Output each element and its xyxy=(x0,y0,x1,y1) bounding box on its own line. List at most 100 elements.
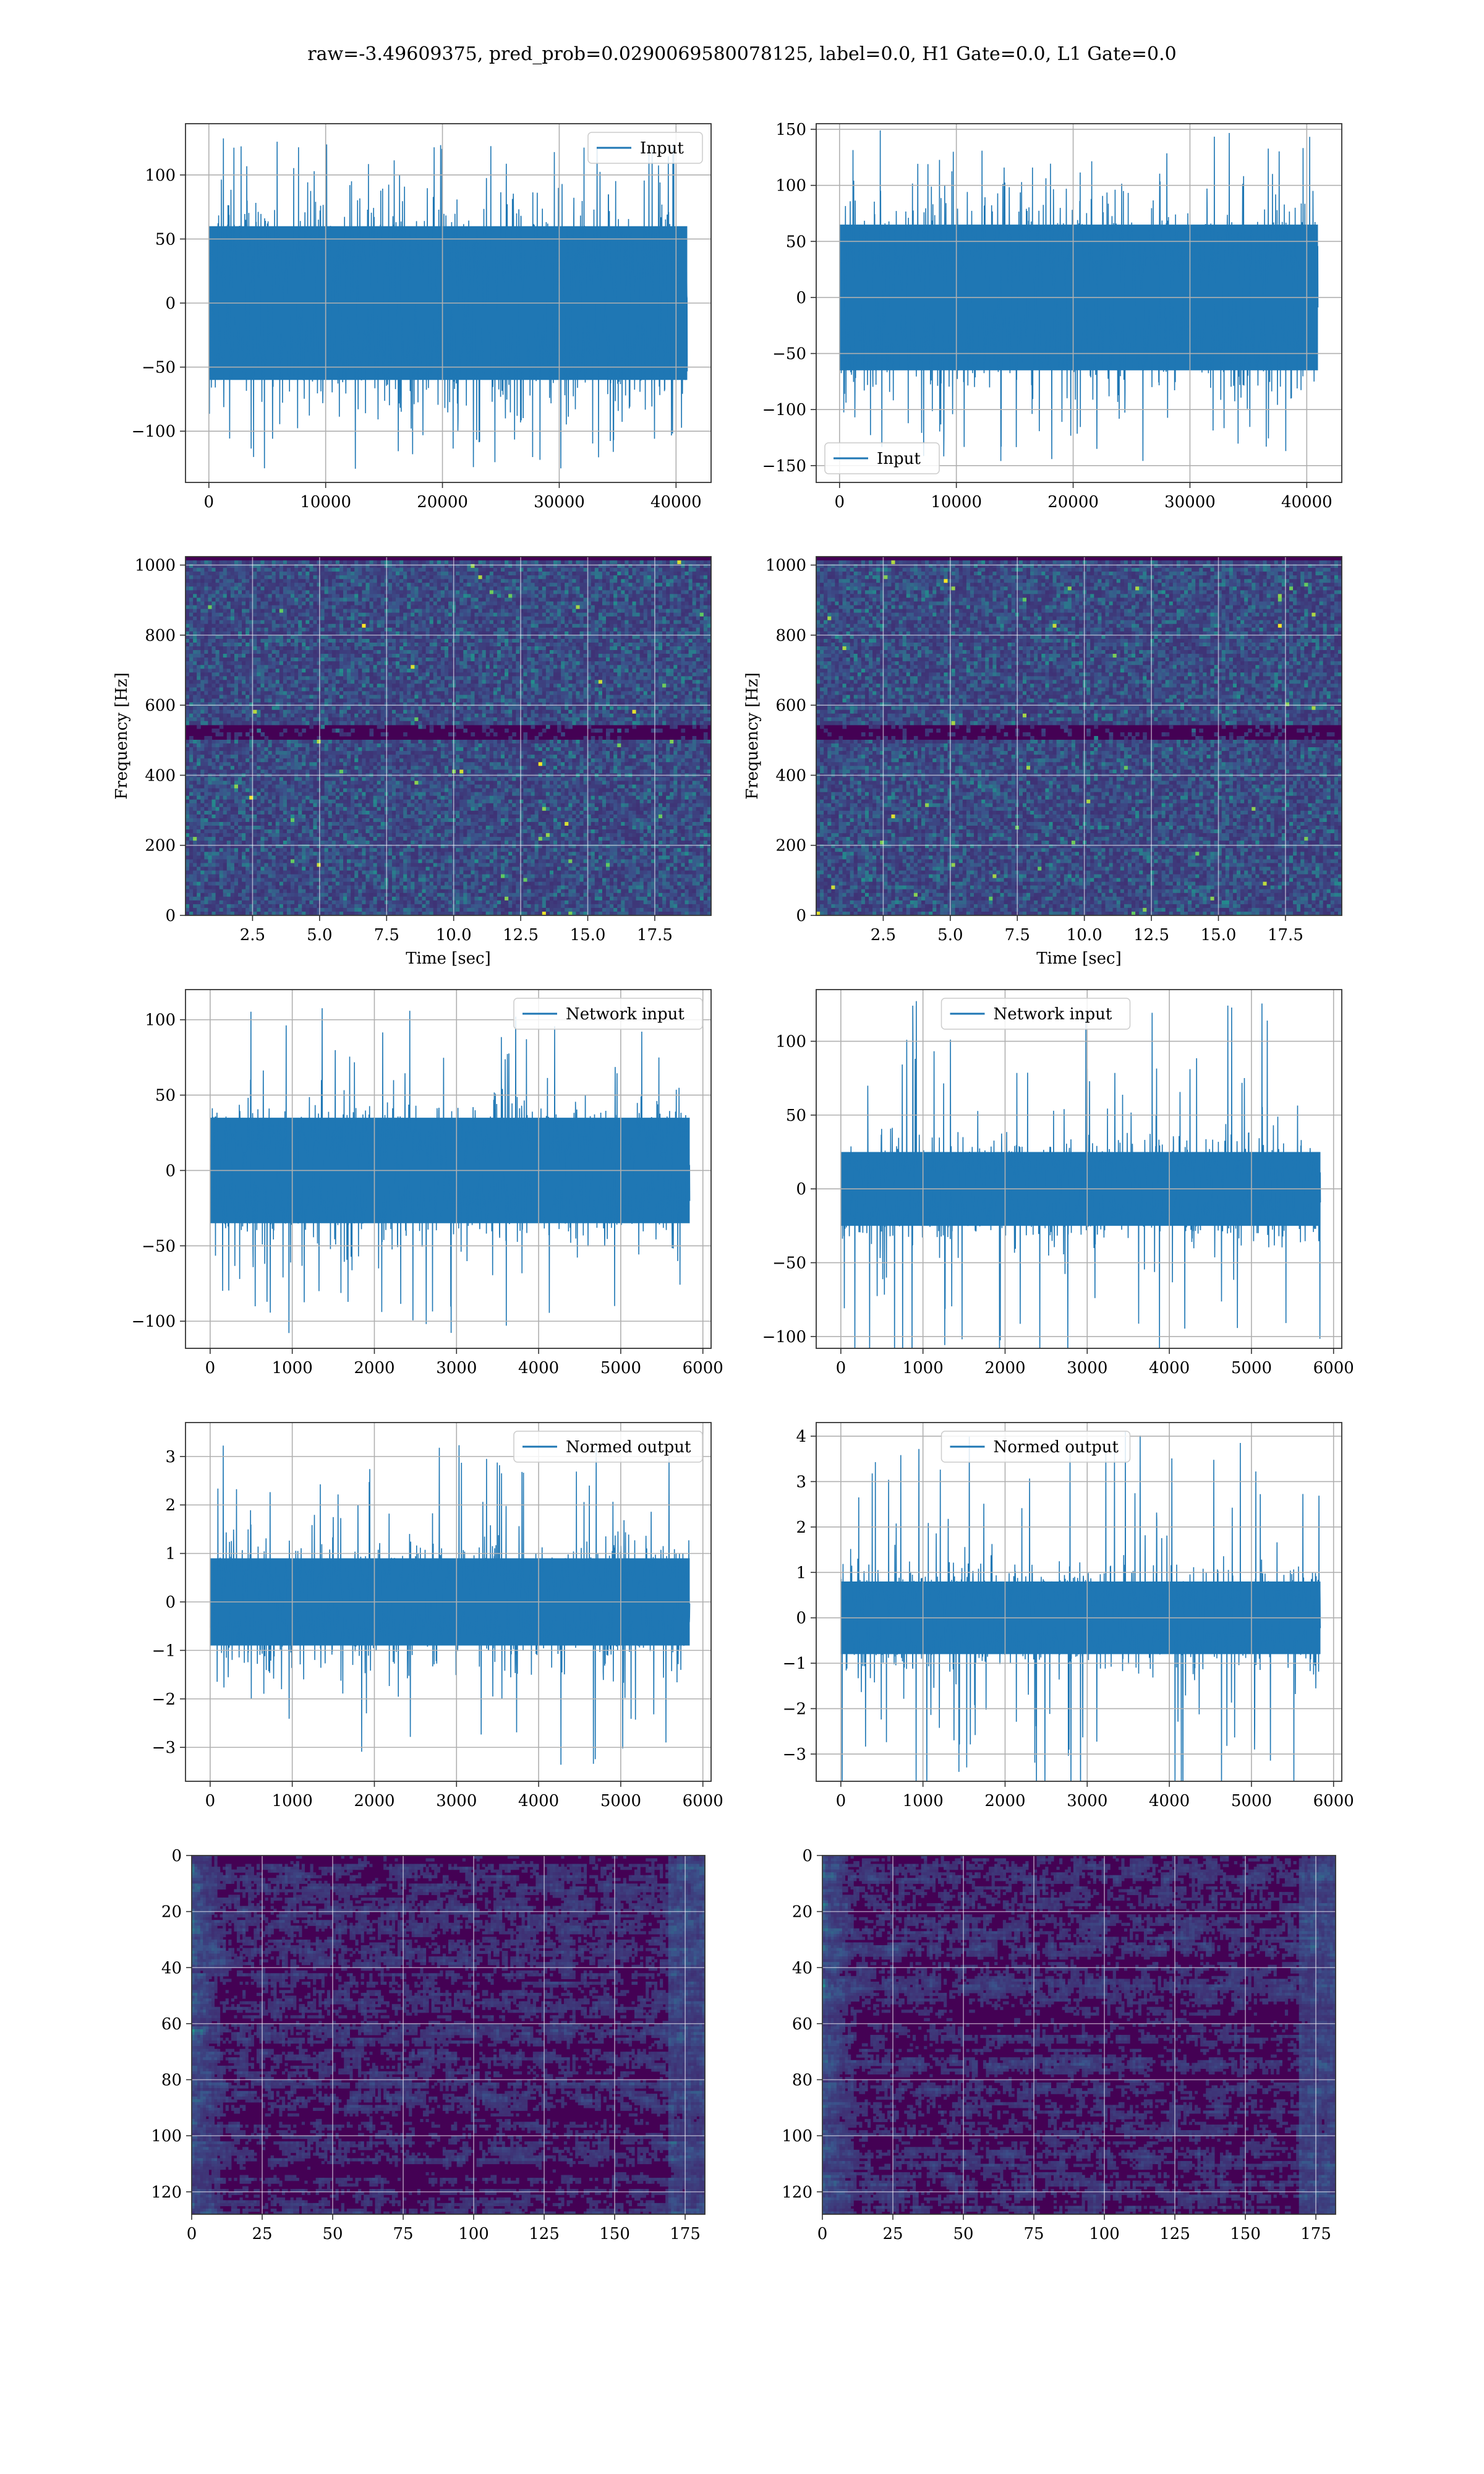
heatmap-cell xyxy=(324,661,329,666)
heatmap-cell xyxy=(538,669,543,673)
heatmap-cell xyxy=(339,605,344,610)
heatmap-cell xyxy=(324,646,329,651)
heatmap-cell xyxy=(437,687,441,692)
heatmap-cell xyxy=(309,672,314,677)
heatmap-cell xyxy=(493,609,498,614)
heatmap-cell xyxy=(234,623,239,628)
heatmap-row xyxy=(186,676,711,680)
heatmap-cell xyxy=(365,620,370,625)
heatmap-cell xyxy=(501,597,505,602)
heatmap-cell xyxy=(279,635,284,640)
heatmap-cell xyxy=(591,568,595,572)
heatmap-cell xyxy=(440,620,445,625)
heatmap-cell xyxy=(433,680,438,685)
heatmap-cell xyxy=(482,631,487,636)
heatmap-cell xyxy=(298,609,302,614)
heatmap-cell xyxy=(320,646,325,651)
heatmap-cell xyxy=(583,612,588,617)
heatmap-cell xyxy=(294,609,299,614)
heatmap-cell xyxy=(268,638,273,643)
heatmap-cell xyxy=(440,571,445,576)
heatmap-cell xyxy=(572,612,577,617)
heatmap-cell xyxy=(347,590,351,595)
heatmap-row xyxy=(186,669,711,673)
heatmap-cell xyxy=(223,631,228,636)
heatmap-cell xyxy=(531,597,535,602)
heatmap-cell xyxy=(234,687,239,692)
heatmap-cell xyxy=(354,635,359,640)
heatmap-cell xyxy=(654,683,659,688)
heatmap-cell xyxy=(594,657,599,662)
heatmap-cell xyxy=(636,650,641,654)
heatmap-cell xyxy=(673,631,678,636)
heatmap-cell xyxy=(362,646,367,651)
heatmap-cell xyxy=(309,657,314,662)
heatmap-cell xyxy=(478,620,483,625)
heatmap-cell xyxy=(440,646,445,651)
heatmap-cell xyxy=(692,657,697,662)
heatmap-cell xyxy=(320,583,325,587)
heatmap-cell xyxy=(425,661,430,666)
heatmap-cell xyxy=(189,631,194,636)
heatmap-cell xyxy=(440,635,445,640)
heatmap-cell xyxy=(448,669,453,673)
heatmap-cell xyxy=(422,669,427,673)
heatmap-cell xyxy=(354,568,359,572)
heatmap-cell xyxy=(354,616,359,621)
heatmap-cell xyxy=(317,627,322,632)
heatmap-cell xyxy=(347,635,351,640)
heatmap-cell xyxy=(501,560,505,565)
heatmap-cell xyxy=(396,680,400,685)
heatmap-cell xyxy=(456,635,460,640)
heatmap-cell xyxy=(456,669,460,673)
heatmap-cell xyxy=(313,590,318,595)
heatmap-cell xyxy=(425,676,430,680)
heatmap-cell xyxy=(271,650,276,654)
heatmap-cell xyxy=(358,575,362,580)
heatmap-cell xyxy=(482,590,487,595)
heatmap-cell xyxy=(681,564,686,568)
heatmap-cell xyxy=(531,631,535,636)
heatmap-cell xyxy=(519,627,524,632)
heatmap-cell xyxy=(358,627,362,632)
heatmap-cell xyxy=(531,560,535,565)
heatmap-cell xyxy=(189,638,194,643)
heatmap-cell xyxy=(204,661,209,666)
heatmap-cell xyxy=(369,575,374,580)
heatmap-cell xyxy=(253,661,257,666)
heatmap-cell xyxy=(493,583,498,587)
heatmap-cell xyxy=(407,657,411,662)
heatmap-cell xyxy=(617,564,621,568)
heatmap-cell xyxy=(684,579,689,583)
heatmap-cell xyxy=(373,605,378,610)
heatmap-cell xyxy=(391,605,396,610)
heatmap-cell xyxy=(223,683,228,688)
heatmap-cell xyxy=(670,586,674,591)
heatmap-cell xyxy=(422,672,427,677)
heatmap-cell xyxy=(512,568,516,572)
heatmap-cell xyxy=(557,627,561,632)
heatmap-cell xyxy=(219,612,224,617)
heatmap-cell xyxy=(489,661,494,666)
heatmap-cell xyxy=(317,669,322,673)
heatmap-cell xyxy=(602,616,607,621)
heatmap-cell xyxy=(414,571,419,576)
heatmap-cell xyxy=(253,623,257,628)
heatmap-cell xyxy=(286,665,291,669)
heatmap-cell xyxy=(407,612,411,617)
heatmap-cell xyxy=(418,650,423,654)
heatmap-cell xyxy=(587,623,592,628)
heatmap-cell xyxy=(358,654,362,658)
heatmap-cell xyxy=(339,612,344,617)
heatmap-cell xyxy=(242,568,246,572)
heatmap-cell xyxy=(591,612,595,617)
heatmap-cell xyxy=(257,586,262,591)
heatmap-cell xyxy=(670,654,674,658)
heatmap-cell xyxy=(403,560,407,565)
heatmap-cell xyxy=(594,680,599,685)
heatmap-cell xyxy=(606,620,610,625)
heatmap-cell xyxy=(302,564,306,568)
heatmap-cell xyxy=(380,635,385,640)
heatmap-cell xyxy=(579,646,584,651)
heatmap-cell xyxy=(636,623,641,628)
